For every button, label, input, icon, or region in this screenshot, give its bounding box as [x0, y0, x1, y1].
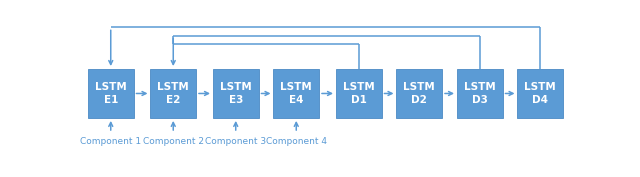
Text: LSTM
E1: LSTM E1 — [95, 82, 127, 105]
Text: LSTM
E4: LSTM E4 — [280, 82, 312, 105]
Text: Component 1: Component 1 — [80, 137, 141, 146]
Text: Component 4: Component 4 — [266, 137, 327, 146]
FancyBboxPatch shape — [88, 69, 134, 118]
Text: Component 3: Component 3 — [205, 137, 266, 146]
Text: LSTM
D3: LSTM D3 — [464, 82, 495, 105]
Text: LSTM
D4: LSTM D4 — [524, 82, 556, 105]
Text: LSTM
E3: LSTM E3 — [220, 82, 252, 105]
Text: LSTM
D1: LSTM D1 — [343, 82, 374, 105]
Text: Component 2: Component 2 — [143, 137, 204, 146]
FancyBboxPatch shape — [273, 69, 319, 118]
Text: LSTM
D2: LSTM D2 — [403, 82, 435, 105]
FancyBboxPatch shape — [396, 69, 442, 118]
FancyBboxPatch shape — [213, 69, 259, 118]
FancyBboxPatch shape — [336, 69, 381, 118]
Text: LSTM
E2: LSTM E2 — [157, 82, 189, 105]
FancyBboxPatch shape — [150, 69, 196, 118]
FancyBboxPatch shape — [457, 69, 502, 118]
FancyBboxPatch shape — [518, 69, 563, 118]
